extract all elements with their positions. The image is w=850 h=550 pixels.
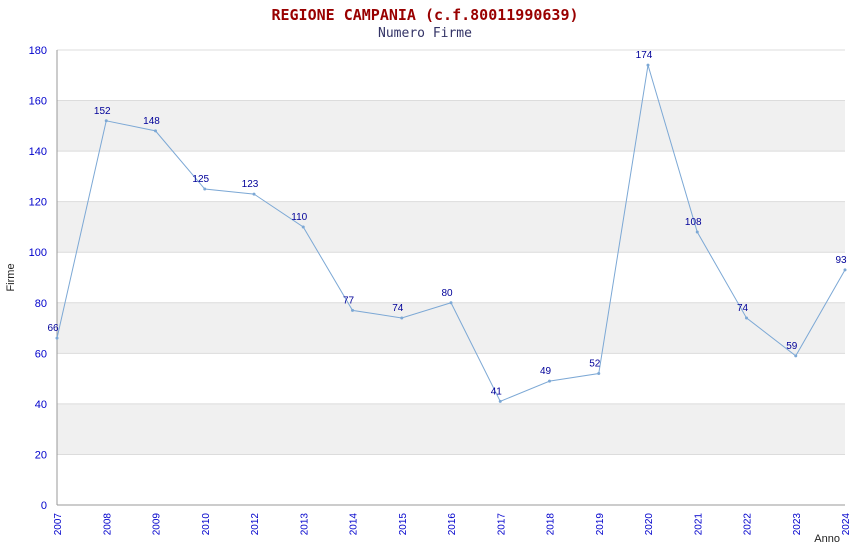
data-label: 152 bbox=[94, 106, 111, 117]
y-tick-label: 180 bbox=[29, 45, 47, 57]
data-point bbox=[597, 372, 601, 376]
data-label: 110 bbox=[291, 212, 307, 223]
data-point bbox=[695, 230, 699, 234]
y-tick-label: 20 bbox=[35, 449, 47, 461]
y-axis-title: Firme bbox=[5, 263, 17, 291]
x-tick-label: 2016 bbox=[447, 513, 458, 536]
y-tick-label: 0 bbox=[41, 500, 47, 512]
x-tick-label: 2018 bbox=[546, 513, 557, 536]
data-label: 66 bbox=[47, 323, 59, 334]
data-point bbox=[301, 225, 305, 229]
x-tick-label: 2012 bbox=[250, 513, 261, 536]
y-tick-label: 60 bbox=[35, 348, 47, 360]
data-point bbox=[55, 336, 59, 340]
x-tick-label: 2019 bbox=[595, 513, 606, 536]
x-tick-label: 2017 bbox=[496, 513, 507, 536]
x-tick-label: 2024 bbox=[841, 513, 850, 536]
data-label: 80 bbox=[441, 288, 453, 299]
x-tick-label: 2009 bbox=[152, 513, 163, 536]
y-tick-label: 80 bbox=[35, 298, 47, 310]
x-tick-label: 2022 bbox=[743, 513, 754, 536]
data-label: 59 bbox=[786, 341, 798, 352]
data-point bbox=[400, 316, 404, 320]
data-label: 108 bbox=[685, 217, 702, 228]
data-point bbox=[351, 308, 354, 312]
data-point bbox=[252, 192, 256, 196]
x-tick-label: 2010 bbox=[201, 513, 212, 536]
data-point bbox=[449, 301, 453, 305]
x-tick-label: 2023 bbox=[792, 513, 803, 536]
plot-band bbox=[57, 403, 845, 455]
data-label: 123 bbox=[242, 179, 259, 190]
data-point bbox=[794, 354, 798, 358]
x-tick-label: 2014 bbox=[349, 513, 360, 536]
plot-band bbox=[57, 201, 845, 253]
x-tick-label: 2015 bbox=[398, 513, 409, 536]
plot-band bbox=[57, 100, 845, 152]
data-point bbox=[203, 187, 207, 191]
chart-subtitle: Numero Firme bbox=[378, 26, 472, 41]
data-label: 125 bbox=[192, 174, 209, 185]
x-tick-label: 2021 bbox=[693, 513, 704, 536]
y-tick-label: 100 bbox=[29, 247, 47, 259]
data-label: 52 bbox=[589, 359, 601, 370]
x-tick-label: 2007 bbox=[53, 513, 64, 536]
data-point bbox=[498, 399, 502, 403]
data-point bbox=[843, 268, 847, 272]
x-axis-title: Anno bbox=[814, 533, 840, 545]
data-point bbox=[548, 379, 551, 383]
y-tick-label: 140 bbox=[29, 146, 47, 158]
data-label: 77 bbox=[343, 295, 355, 306]
data-label: 74 bbox=[737, 303, 749, 314]
y-tick-label: 120 bbox=[29, 197, 47, 209]
chart-title: REGIONE CAMPANIA (c.f.80011990639) bbox=[271, 6, 579, 24]
x-tick-label: 2020 bbox=[644, 513, 655, 536]
y-tick-label: 160 bbox=[29, 96, 47, 108]
data-point bbox=[104, 119, 108, 123]
data-label: 49 bbox=[540, 366, 552, 377]
data-label: 41 bbox=[491, 386, 503, 397]
data-point bbox=[745, 316, 748, 320]
data-label: 93 bbox=[835, 255, 847, 266]
x-tick-label: 2013 bbox=[299, 513, 310, 536]
plot-band bbox=[57, 302, 845, 354]
data-point bbox=[154, 129, 157, 133]
y-tick-label: 40 bbox=[35, 399, 47, 411]
data-label: 74 bbox=[392, 303, 404, 314]
x-tick-label: 2008 bbox=[102, 513, 113, 536]
data-label: 148 bbox=[143, 116, 160, 127]
data-label: 174 bbox=[636, 50, 653, 61]
data-point bbox=[646, 63, 650, 67]
